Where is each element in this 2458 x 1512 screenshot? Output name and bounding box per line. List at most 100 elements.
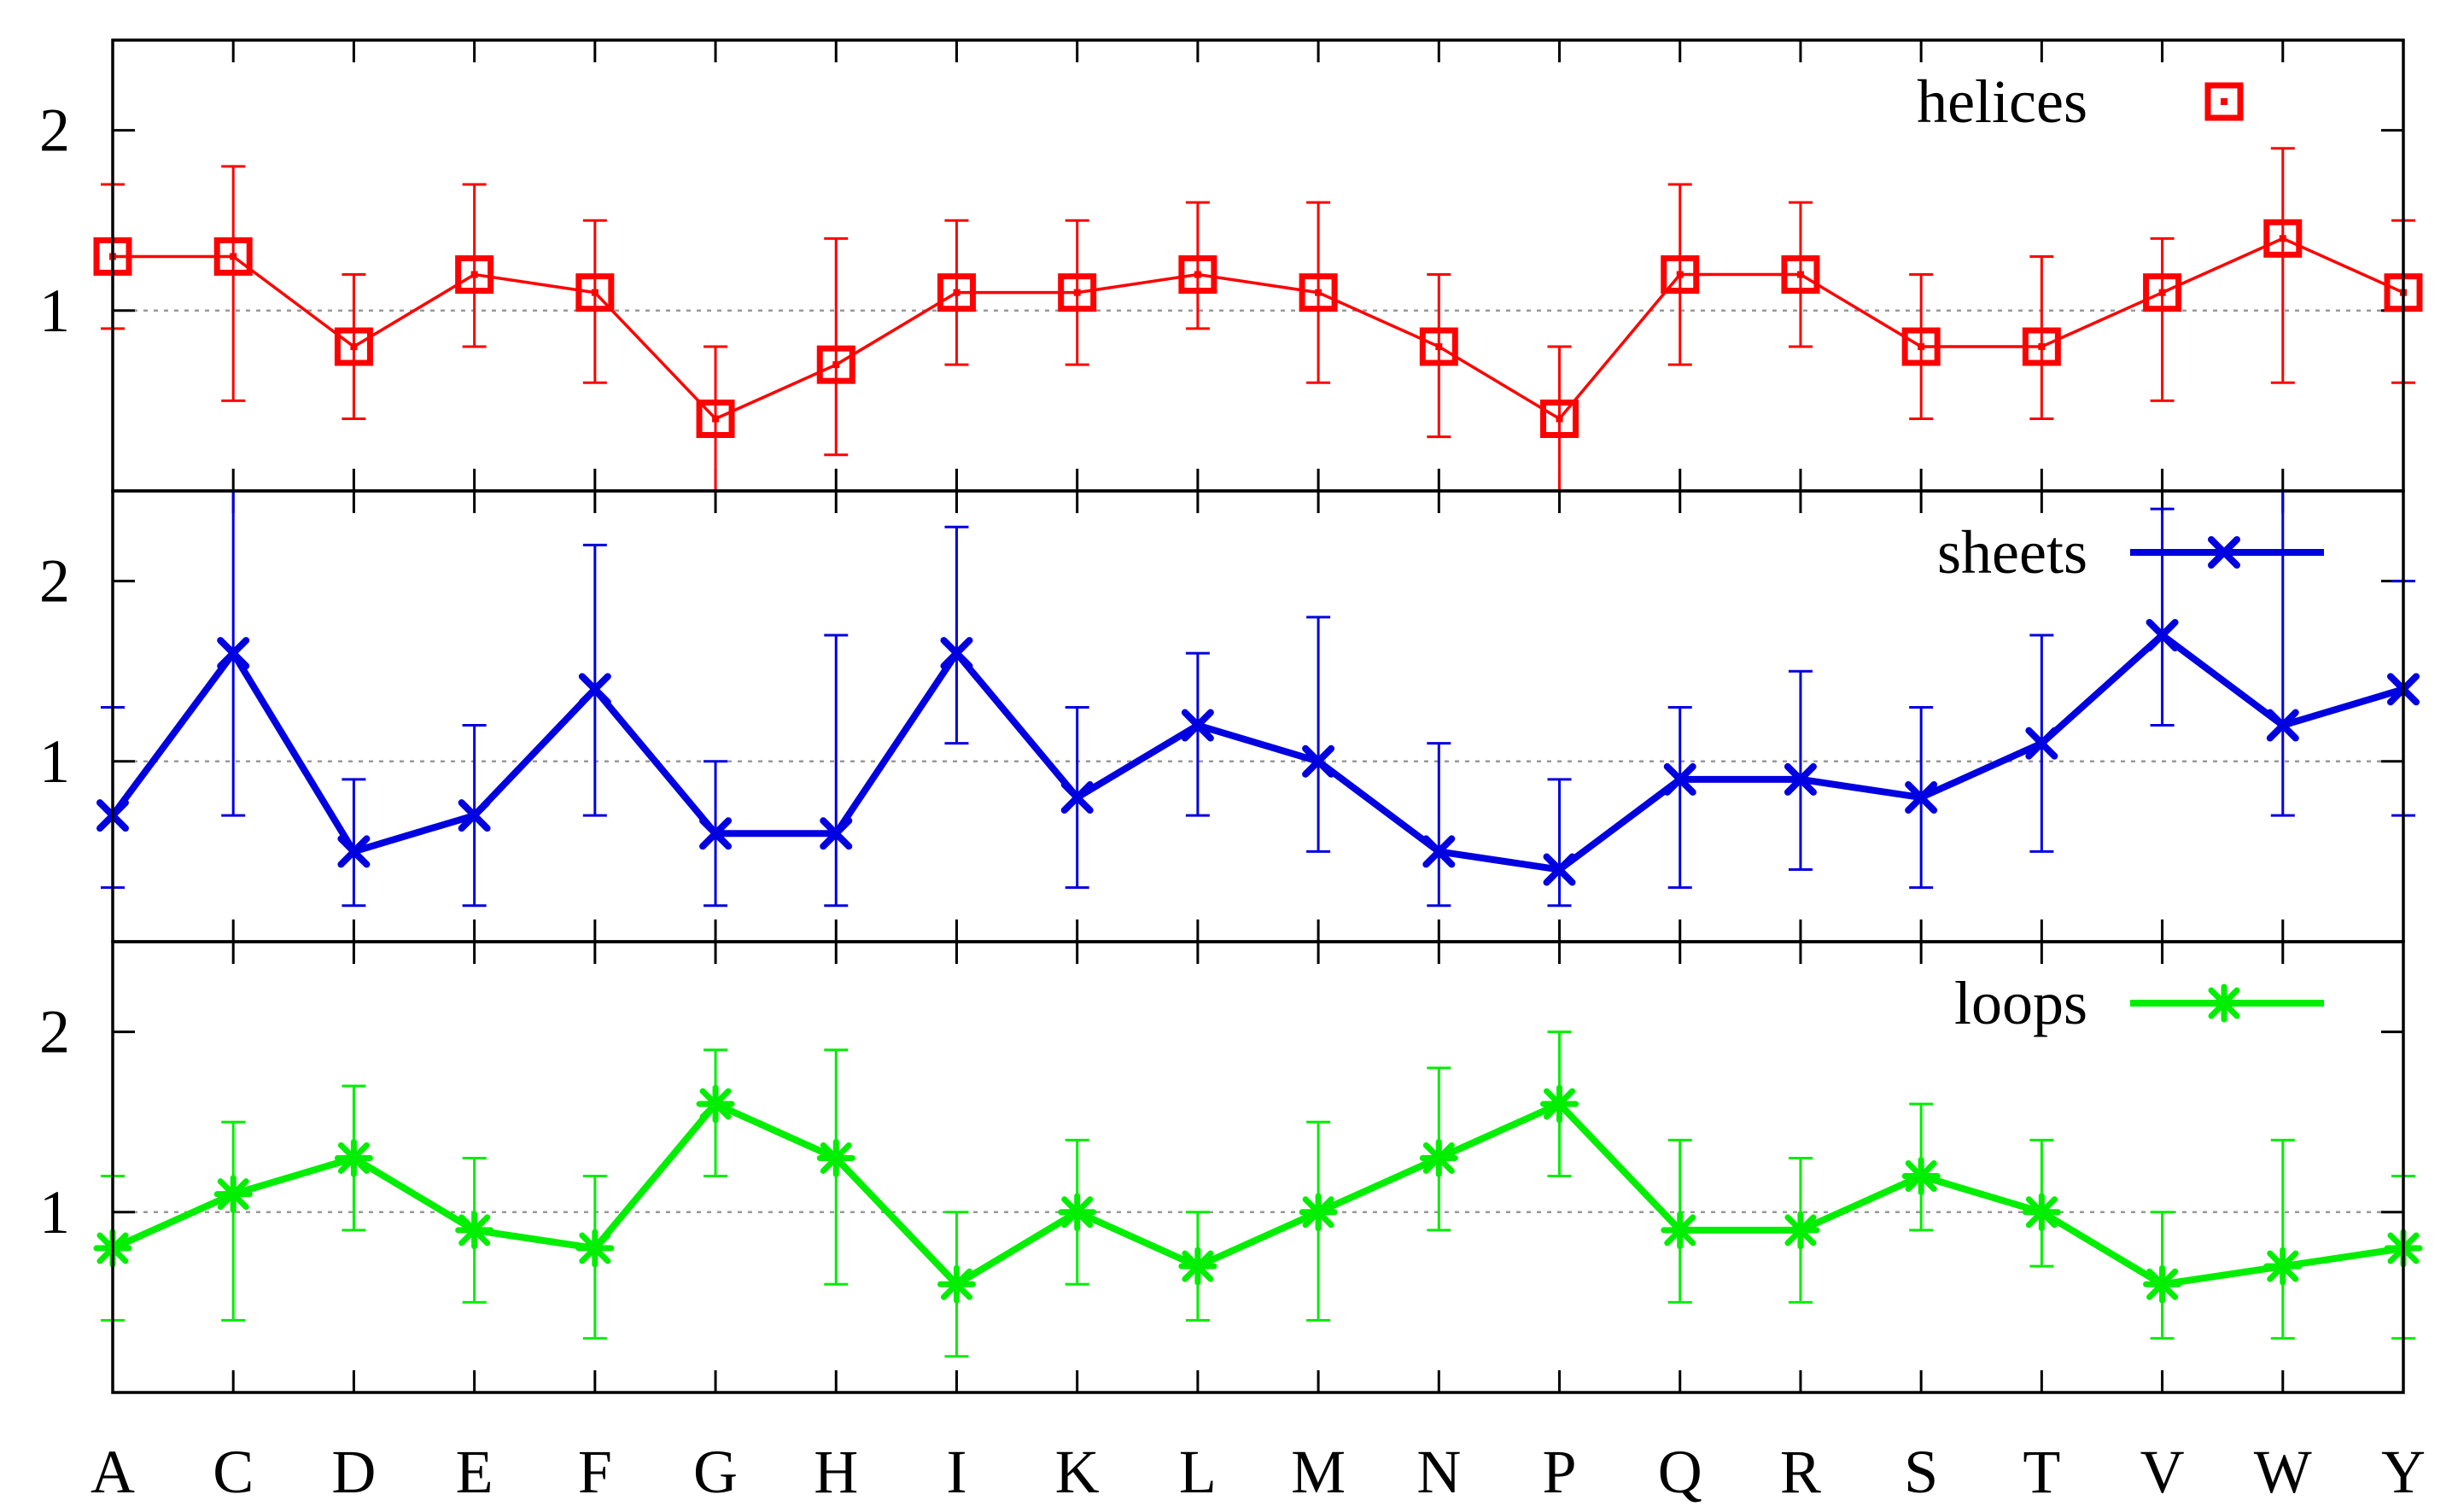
- legend-label-loops: loops: [1954, 969, 2087, 1037]
- y-tick-label: 1: [39, 1178, 70, 1246]
- data-point-loops: [1299, 1193, 1338, 1232]
- data-point-helices-box: [1540, 400, 1579, 439]
- data-point-loops: [1058, 1193, 1097, 1232]
- data-point-helices-box: [1299, 273, 1338, 312]
- data-point-helices-dot: [1194, 271, 1201, 278]
- data-point-helices-box: [2263, 219, 2303, 258]
- data-point-helices: [1419, 327, 1458, 366]
- data-point-sheets: [2025, 727, 2058, 760]
- data-point-helices-dot: [2158, 289, 2166, 296]
- data-point-helices: [455, 255, 494, 295]
- error-bar: [2270, 491, 2295, 817]
- y-tick-label: 2: [39, 96, 70, 165]
- error-bar: [1427, 273, 1451, 439]
- error-bar: [221, 165, 246, 402]
- x-tick-label: D: [331, 1438, 376, 1506]
- series-helices: [93, 147, 2423, 491]
- data-point-helices-box: [1901, 327, 1941, 366]
- x-tick-label: Y: [2381, 1438, 2426, 1506]
- data-point-loops: [213, 1175, 253, 1214]
- data-point-sheets: [458, 799, 491, 832]
- data-point-loops: [575, 1229, 615, 1268]
- data-point-helices: [816, 345, 855, 384]
- data-point-helices-dot: [1796, 271, 1804, 278]
- data-point-helices: [1058, 273, 1097, 312]
- series-line-sheets: [109, 630, 2405, 873]
- data-point-loops: [1419, 1138, 1458, 1177]
- x-tick-label: E: [456, 1438, 493, 1506]
- error-bar: [342, 778, 366, 908]
- data-point-loops: [937, 1264, 976, 1304]
- data-point-helices-dot: [832, 361, 840, 369]
- data-point-helices-dot: [591, 289, 598, 296]
- error-bar: [2270, 147, 2295, 384]
- error-bar: [462, 183, 487, 348]
- data-point-sheets: [1663, 762, 1696, 796]
- x-tick-label: W: [2254, 1438, 2312, 1506]
- data-point-sheets: [820, 817, 853, 850]
- legend-marker-loops: [2204, 984, 2244, 1023]
- legend-marker-helices-box: [2204, 82, 2244, 121]
- x-tick-label: M: [1291, 1438, 1346, 1506]
- data-point-helices: [937, 273, 976, 312]
- data-point-helices: [334, 327, 373, 366]
- data-point-loops: [1178, 1246, 1217, 1286]
- data-point-loops: [696, 1084, 735, 1124]
- x-tick-label: G: [693, 1438, 738, 1506]
- data-point-sheets: [337, 835, 371, 868]
- data-point-helices-box: [2143, 273, 2182, 312]
- error-bar: [1788, 669, 1813, 872]
- error-bar: [221, 1120, 246, 1322]
- data-point-helices-dot: [1315, 289, 1322, 296]
- data-point-helices-dot: [350, 343, 358, 351]
- data-point-helices-box: [1781, 255, 1820, 295]
- panel-loops: 1 2 loops: [39, 940, 2423, 1394]
- legend-helices: helices: [1917, 67, 2244, 136]
- data-point-loops: [2022, 1193, 2061, 1232]
- data-point-loops: [1901, 1157, 1941, 1196]
- series-line-helices: [113, 236, 2404, 421]
- data-point-helices-box: [334, 327, 373, 366]
- data-point-sheets: [1543, 853, 1576, 886]
- error-bar: [2150, 236, 2175, 402]
- data-point-helices-dot: [230, 253, 237, 260]
- y-tick-label: 2: [39, 998, 70, 1066]
- x-tick-label: F: [578, 1438, 612, 1506]
- data-point-helices-box: [575, 273, 615, 312]
- data-point-sheets: [940, 637, 973, 670]
- series-line-loops: [111, 1100, 2404, 1289]
- data-point-helices-box: [1661, 255, 1700, 295]
- data-point-sheets: [217, 637, 250, 670]
- x-tick-label: P: [1543, 1438, 1577, 1506]
- x-tick-label: I: [946, 1438, 966, 1506]
- data-point-helices-dot: [1676, 271, 1684, 278]
- x-tick-label: Q: [1658, 1438, 1702, 1506]
- error-bar: [1306, 616, 1331, 853]
- data-point-loops: [334, 1138, 373, 1177]
- data-point-helices-box: [1178, 255, 1217, 295]
- error-bar: [2029, 254, 2054, 421]
- data-point-sheets: [1302, 744, 1335, 778]
- data-point-helices: [2263, 219, 2303, 258]
- data-point-sheets: [699, 817, 733, 850]
- x-tick-label: C: [213, 1438, 254, 1506]
- data-point-loops: [1661, 1211, 1700, 1250]
- error-bar: [1547, 778, 1572, 908]
- chart-panels: 1 2 helices 1 2 sheets 1 2 loops: [39, 38, 2423, 1394]
- data-point-sheets: [2266, 709, 2299, 742]
- panel-frame-loops: [111, 940, 2405, 1394]
- error-bar: [1185, 651, 1210, 817]
- error-bar: [824, 633, 849, 908]
- data-point-loops: [1781, 1211, 1820, 1250]
- error-bar: [2270, 1138, 2295, 1340]
- error-bar: [944, 525, 969, 745]
- y-tick-label: 1: [39, 727, 70, 796]
- x-tick-label: S: [1904, 1438, 1938, 1506]
- data-point-helices-dot: [1918, 343, 1925, 351]
- data-point-helices-dot: [712, 415, 720, 423]
- data-point-helices-dot: [2279, 235, 2286, 242]
- data-point-helices-box: [1419, 327, 1458, 366]
- data-point-sheets: [1181, 709, 1214, 742]
